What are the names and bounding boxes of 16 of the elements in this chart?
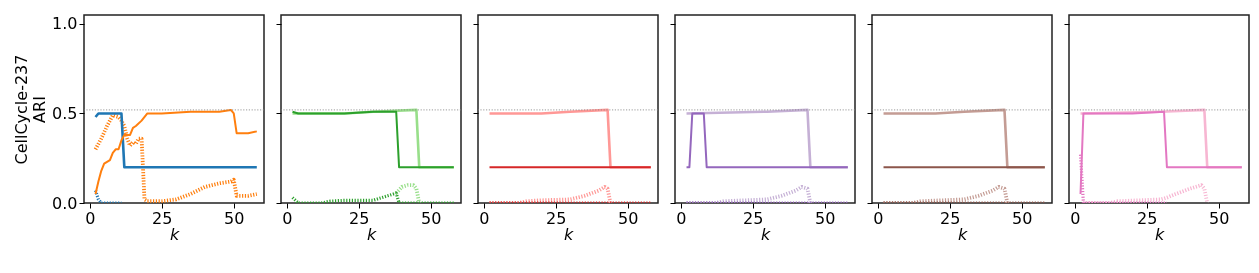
x-tick-label: 50 bbox=[1209, 208, 1230, 228]
x-tick-label: 50 bbox=[224, 208, 245, 228]
y-tick-label: 1.0 bbox=[52, 14, 78, 34]
x-tick-label: 0 bbox=[676, 208, 687, 228]
x-tick-label: 50 bbox=[421, 208, 442, 228]
x-tick-label: 50 bbox=[1012, 208, 1033, 228]
y-tick-label: 0.5 bbox=[52, 103, 78, 123]
x-tick-label: 0 bbox=[85, 208, 96, 228]
y-tick-label: 0.0 bbox=[52, 193, 78, 213]
y-axis-title: CellCycle-237 ARI bbox=[12, 54, 50, 165]
x-tick-label: 0 bbox=[873, 208, 884, 228]
x-tick-label: 0 bbox=[479, 208, 490, 228]
x-tick-label: 50 bbox=[815, 208, 836, 228]
x-tick-label: 50 bbox=[618, 208, 639, 228]
x-tick-label: 0 bbox=[1070, 208, 1081, 228]
x-tick-label: 0 bbox=[282, 208, 293, 228]
